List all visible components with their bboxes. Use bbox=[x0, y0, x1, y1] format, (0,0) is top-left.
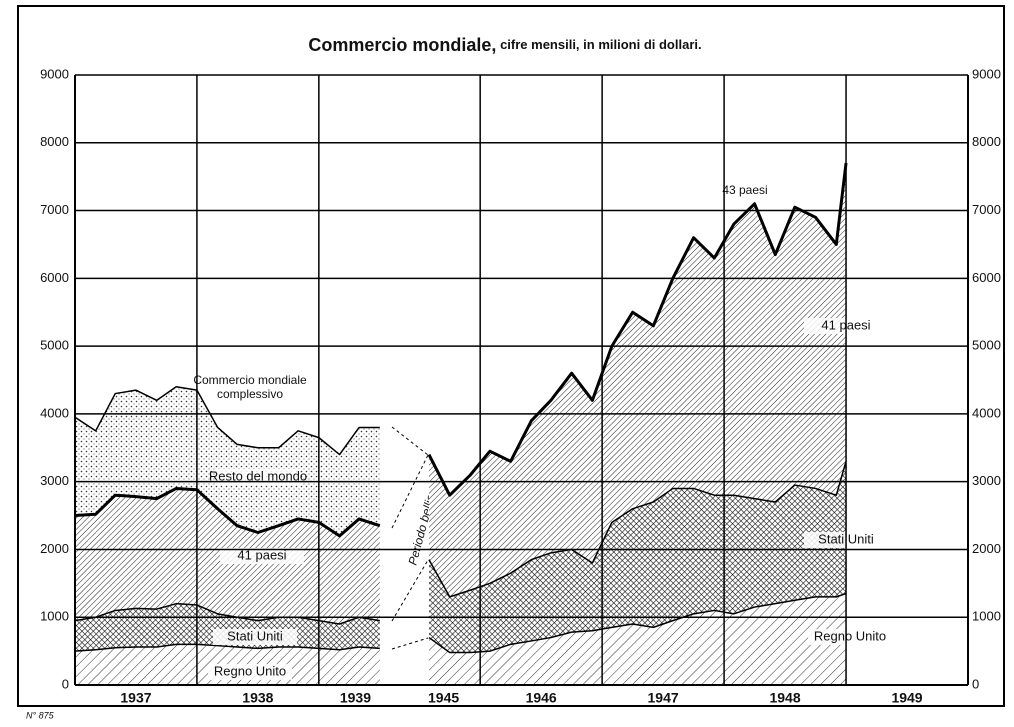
area-edge bbox=[427, 162, 848, 497]
y-tick-label-right: 8000 bbox=[972, 134, 1001, 149]
area-edge bbox=[428, 461, 847, 598]
area bbox=[75, 603, 380, 652]
x-tick-label: 1948 bbox=[769, 690, 800, 706]
y-tick-label: 9000 bbox=[40, 66, 69, 81]
area-edge bbox=[74, 486, 381, 538]
war-connectors bbox=[391, 426, 429, 650]
series-label: Resto del mondo bbox=[209, 468, 307, 483]
area-edge bbox=[74, 386, 380, 456]
y-tick-label: 3000 bbox=[40, 473, 69, 488]
area-edge bbox=[74, 643, 380, 652]
area bbox=[428, 593, 847, 685]
area-edge bbox=[428, 592, 847, 654]
chart-title: Commercio mondiale, cifre mensili, in mi… bbox=[308, 35, 701, 55]
series-label: Regno Unito bbox=[214, 663, 286, 678]
total-label: complessivo bbox=[217, 387, 283, 401]
x-tick-label: 1949 bbox=[891, 690, 922, 706]
label-bg bbox=[808, 629, 892, 645]
frame bbox=[17, 5, 1005, 707]
x-tick-label: 1938 bbox=[242, 690, 273, 706]
y-tick-label-right: 1000 bbox=[972, 609, 1001, 624]
y-tick-label: 1000 bbox=[40, 609, 69, 624]
label-bg bbox=[220, 548, 304, 564]
area bbox=[75, 386, 380, 536]
area bbox=[428, 163, 847, 597]
y-tick-label-right: 2000 bbox=[972, 541, 1001, 556]
y-tick-label-right: 4000 bbox=[972, 405, 1001, 420]
total-label: 43 paesi bbox=[722, 183, 767, 197]
figure-number: N° 875 bbox=[26, 710, 55, 720]
x-tick-label: 1945 bbox=[428, 690, 459, 706]
x-tick-label: 1939 bbox=[340, 690, 371, 706]
y-tick-label: 4000 bbox=[40, 405, 69, 420]
y-tick-label: 8000 bbox=[40, 134, 69, 149]
y-tick-label-right: 6000 bbox=[972, 270, 1001, 285]
x-tick-label: 1947 bbox=[648, 690, 679, 706]
title: Commercio mondiale, bbox=[308, 35, 496, 55]
y-tick-label: 0 bbox=[62, 676, 69, 691]
y-tick-label-right: 7000 bbox=[972, 202, 1001, 217]
area-edge bbox=[74, 602, 380, 625]
y-tick-label: 7000 bbox=[40, 202, 69, 217]
subtitle: cifre mensili, in milioni di dollari. bbox=[500, 37, 702, 52]
y-tick-label: 6000 bbox=[40, 270, 69, 285]
total-label: Commercio mondiale bbox=[193, 373, 307, 387]
y-tick-label: 2000 bbox=[40, 541, 69, 556]
y-tick-label-right: 9000 bbox=[972, 66, 1001, 81]
y-tick-label-right: 0 bbox=[972, 676, 979, 691]
x-tick-label: 1946 bbox=[526, 690, 557, 706]
series-label: 41 paesi bbox=[237, 547, 286, 562]
label-bg bbox=[213, 629, 297, 645]
y-tick-label: 5000 bbox=[40, 338, 69, 353]
area bbox=[428, 461, 847, 653]
series-label: Stati Uniti bbox=[227, 628, 283, 643]
x-tick-label: 1937 bbox=[120, 690, 151, 706]
series-label: Regno Unito bbox=[814, 628, 886, 643]
label-bg bbox=[208, 664, 292, 680]
y-tick-label-right: 3000 bbox=[972, 473, 1001, 488]
y-tick-label-right: 5000 bbox=[972, 338, 1001, 353]
